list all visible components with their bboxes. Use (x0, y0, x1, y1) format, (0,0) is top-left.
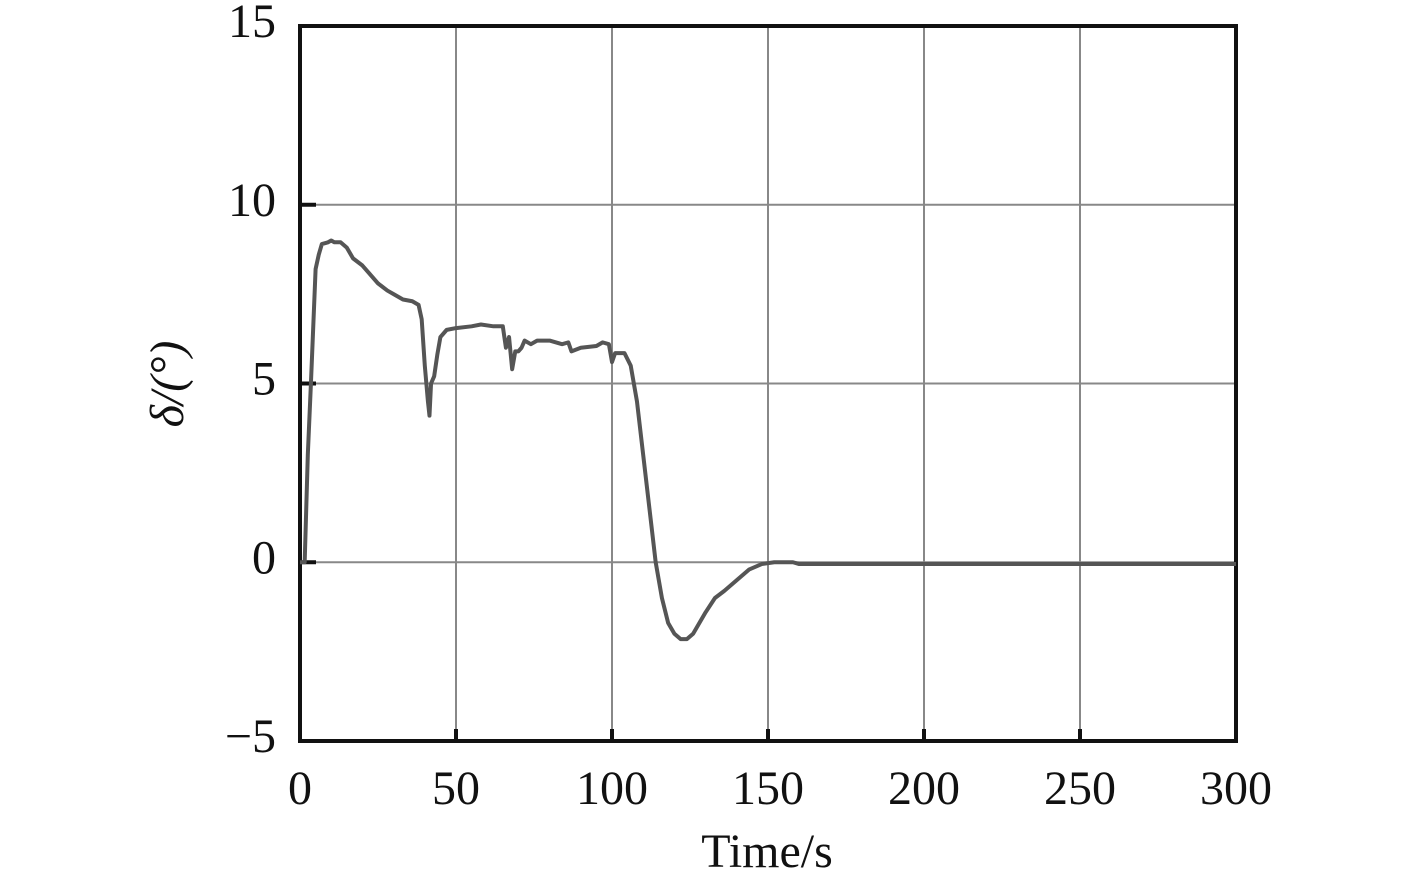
x-tick-label: 250 (1044, 762, 1116, 815)
x-tick-label: 0 (288, 762, 312, 815)
y-tick-label: −5 (225, 710, 276, 763)
x-tick-label: 200 (888, 762, 960, 815)
y-axis-label: δ/(°) (141, 341, 194, 428)
x-tick-label: 300 (1200, 762, 1272, 815)
y-tick-label: 10 (228, 174, 276, 227)
data-line (300, 238, 1236, 642)
x-axis-label: Time/s (701, 825, 833, 878)
y-tick-label: 5 (252, 353, 276, 406)
x-tick-label: 50 (432, 762, 480, 815)
x-tick-label: 100 (576, 762, 648, 815)
y-tick-label: 15 (228, 0, 276, 48)
y-tick-label: 0 (252, 531, 276, 584)
plot-frame (298, 24, 1238, 743)
x-tick-label: 150 (732, 762, 804, 815)
